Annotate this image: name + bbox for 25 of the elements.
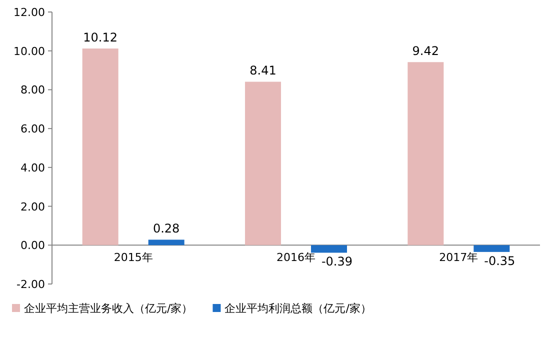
y-tick-label: 2.00 [20, 200, 45, 214]
legend-label: 企业平均主营业务收入（亿元/家） [24, 302, 193, 315]
data-label: -0.35 [484, 254, 516, 268]
legend-label: 企业平均利润总额（亿元/家） [224, 302, 372, 315]
bar [311, 245, 347, 253]
data-label: -0.39 [321, 254, 353, 269]
bar [474, 245, 510, 252]
y-tick-label: 10.00 [14, 44, 45, 58]
data-label: 9.42 [412, 44, 440, 58]
bar [82, 48, 118, 246]
y-tick-label: 0.00 [20, 239, 45, 252]
y-tick-label: 8.00 [20, 84, 45, 97]
x-tick-label: 2015年 [114, 251, 153, 264]
data-label: 10.12 [83, 30, 118, 45]
bar [408, 62, 444, 246]
y-tick-label: 6.00 [20, 122, 45, 136]
data-label: 0.28 [152, 222, 180, 236]
bar [148, 240, 184, 246]
y-tick-label: 4.00 [20, 161, 45, 174]
y-tick-label: 12.00 [14, 6, 45, 19]
data-label: 8.41 [250, 64, 276, 78]
bar [245, 82, 281, 246]
x-tick-label: 2016年 [276, 251, 316, 264]
y-tick-label: -2.00 [16, 278, 45, 291]
x-tick-label: 2017年 [439, 251, 478, 264]
